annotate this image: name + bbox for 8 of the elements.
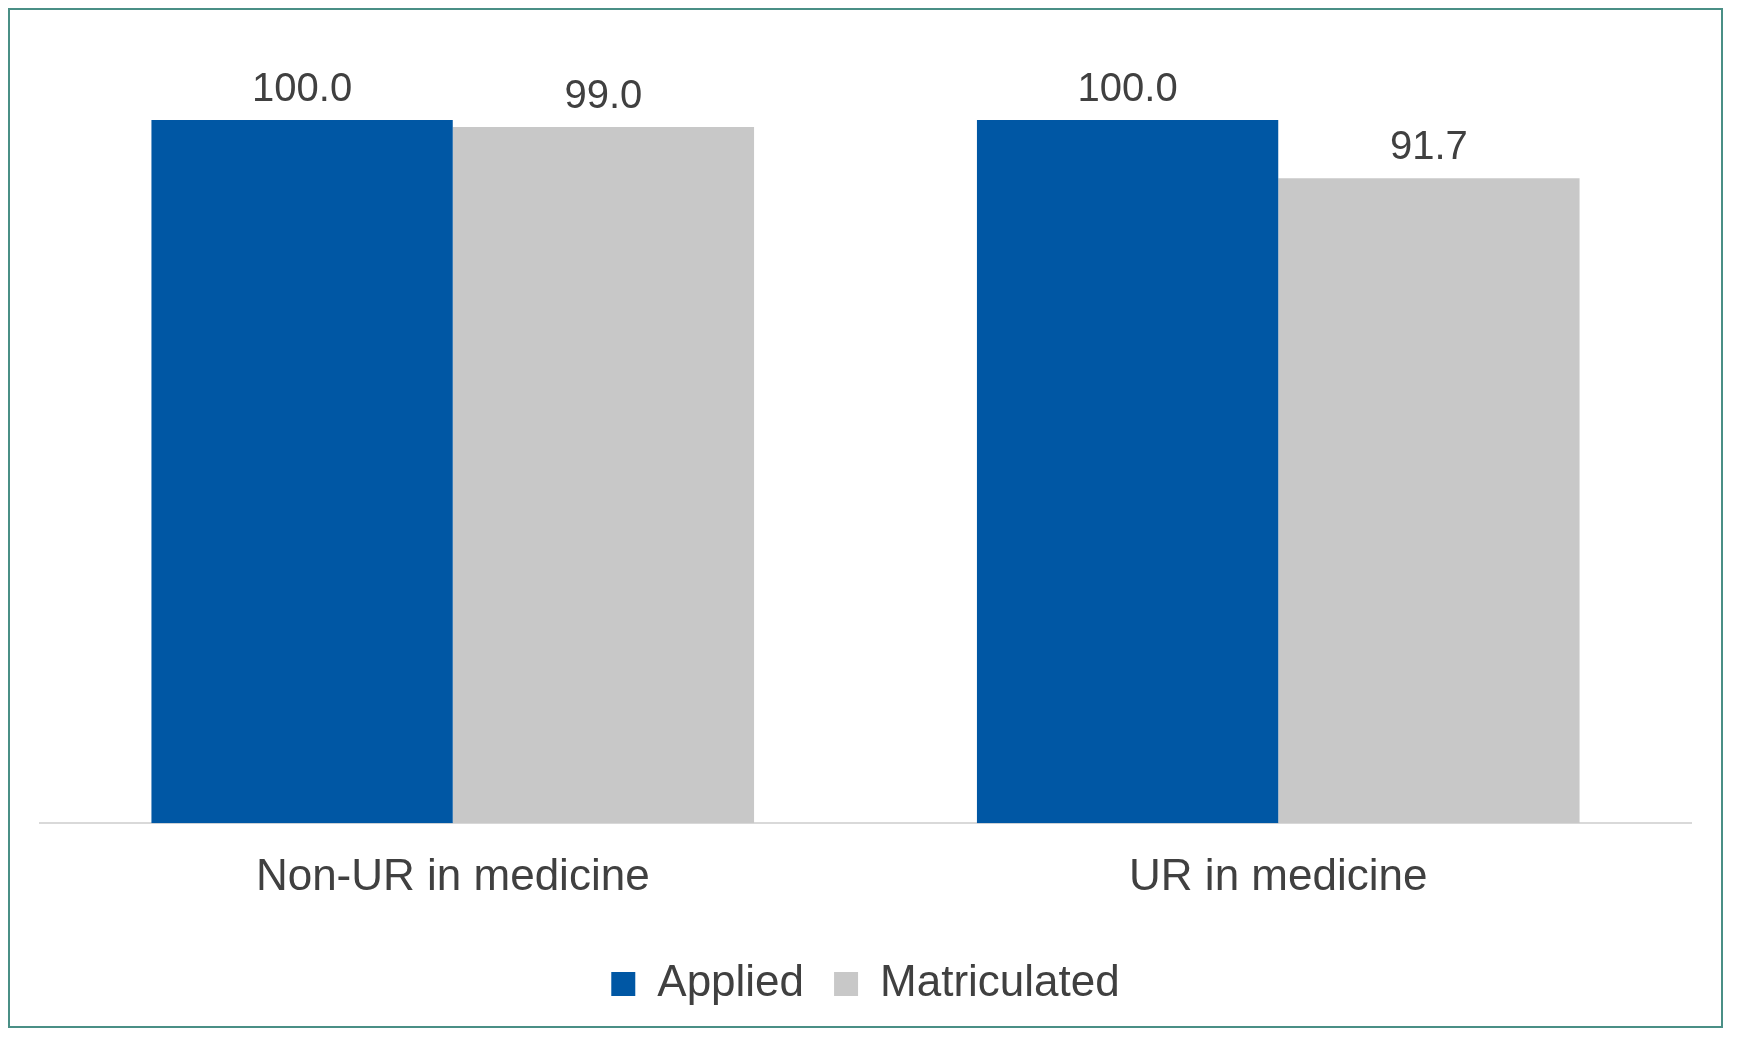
data-label: 100.0 <box>252 65 353 110</box>
x-tick-label: UR in medicine <box>1129 849 1428 899</box>
data-label: 99.0 <box>564 72 643 117</box>
x-tick-label: Non-UR in medicine <box>255 849 650 899</box>
legend-label: Applied <box>657 956 805 1006</box>
data-label: 91.7 <box>1389 123 1468 168</box>
data-label: 100.0 <box>1077 65 1178 110</box>
legend-label: Matriculated <box>880 956 1120 1006</box>
